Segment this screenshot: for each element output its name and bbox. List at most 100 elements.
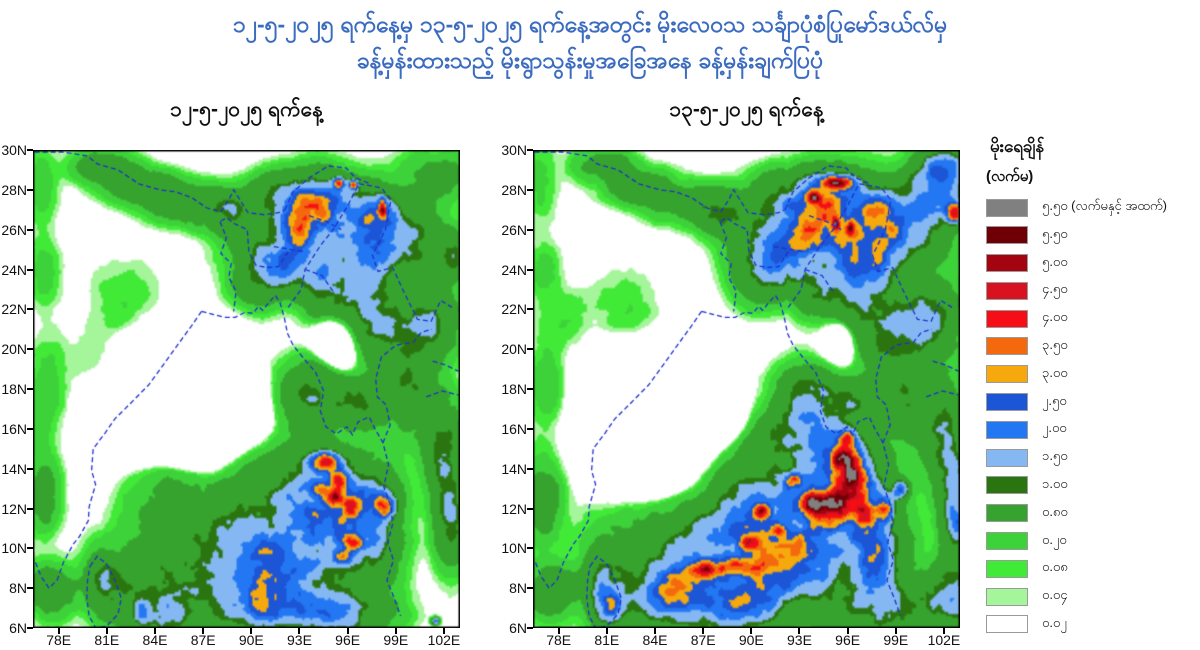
lon-axis-tick (105, 628, 108, 634)
legend-unit-label: (လက်မ) (986, 168, 1034, 185)
legend-color-swatch (986, 254, 1028, 273)
lon-axis-tick (346, 628, 349, 634)
legend-value-label: ၅.၅၀ (လက်မနှင့် အထက်) (1042, 198, 1167, 213)
legend-row: ၂.၀၀ (986, 420, 1198, 439)
lat-axis-tick (527, 507, 533, 510)
lat-axis-tick (527, 547, 533, 550)
legend-row: ၀.၀၂ (986, 614, 1198, 634)
lon-axis-tick (202, 628, 205, 634)
legend-row: ၀.၀၈ (986, 559, 1198, 578)
lon-axis-tick (394, 628, 397, 634)
lat-axis-tick (27, 627, 33, 629)
lat-axis-label: 12N (1, 500, 27, 517)
lat-axis-tick (27, 348, 33, 351)
lat-axis-tick (27, 388, 33, 390)
lat-axis-tick (527, 348, 533, 351)
lon-axis-label: 81E (94, 632, 120, 648)
lon-axis-label: 96E (835, 632, 861, 648)
main-title-line1: ၁၂-၅-၂၀၂၅ ရက်နေ့မှ ၁၃-၅-၂၀၂၅ ရက်နေ့အတွင်… (232, 11, 948, 37)
lon-axis-label: 78E (46, 632, 72, 648)
lon-axis-label: 99E (383, 632, 409, 648)
lon-axis-tick (942, 628, 945, 634)
lon-axis-label: 81E (594, 632, 620, 648)
legend-color-swatch (986, 448, 1028, 467)
lon-axis-tick (442, 628, 445, 634)
lon-axis-tick (557, 628, 560, 634)
lat-axis-tick (27, 188, 33, 191)
legend-value-label: ၁.၅၀ (1042, 448, 1068, 464)
rainfall-map-panel-2: 30N 28N 26N 24N 22N 20N 18N 16N 14N 12N 10N 8N 6N 78E… (501, 142, 960, 648)
legend-title: မိုးရေချိန် (990, 137, 1045, 156)
lat-axis-label: 28N (1, 181, 27, 198)
lat-axis-label: 10N (501, 540, 527, 557)
legend-color-swatch (986, 559, 1028, 578)
legend-rows: ၅.၅၀ (လက်မနှင့် အထက်) ၅.၅၀ ၅.၀၀ ၄.၅၀ ၄.၀၀ ၃.၅… (986, 198, 1198, 634)
lon-axis-label: 102E (427, 632, 461, 648)
lat-axis-label: 8N (9, 580, 27, 597)
legend-color-swatch (986, 532, 1028, 551)
lat-axis-label: 6N (509, 620, 527, 636)
lon-axis-label: 78E (546, 632, 572, 648)
lat-axis-label: 26N (501, 221, 527, 238)
lat-axis-tick (27, 427, 33, 430)
legend-value-label: ၃.၅၀ (1042, 336, 1068, 352)
legend-value-label: ၁.၀၀ (1042, 475, 1068, 491)
legend-color-swatch (986, 198, 1028, 217)
lat-axis-label: 20N (1, 341, 27, 358)
legend-row: ၃.၅၀ (986, 336, 1198, 356)
lon-axis-label: 84E (142, 632, 168, 648)
lat-axis-label: 16N (501, 420, 527, 437)
lat-axis-label: 12N (501, 500, 527, 517)
legend-row: ၀.၈၀ (986, 503, 1198, 523)
lat-axis-label: 30N (1, 142, 27, 158)
lat-axis-label: 14N (501, 460, 527, 477)
lat-axis-label: 30N (501, 142, 527, 158)
legend-color-swatch (986, 393, 1028, 412)
lat-axis-tick (27, 308, 33, 311)
legend-value-label: ၄.၀၀ (1042, 309, 1068, 325)
lon-axis-label: 87E (690, 632, 716, 648)
lon-axis-label: 90E (738, 632, 764, 648)
lat-axis-tick (527, 388, 533, 390)
legend-row: ၅.၅၀ (986, 226, 1198, 245)
lon-axis-tick (154, 628, 156, 634)
lat-axis-tick (527, 228, 533, 231)
lat-axis-label: 16N (1, 420, 27, 437)
panel-title-left-date: ၁၂-၅-၂၀၂၅ ရက်နေ့ (170, 98, 323, 121)
legend-value-label: ၄.၅၀ (1042, 281, 1068, 297)
lat-axis-label: 24N (1, 261, 27, 278)
legend-value-label: ၀.၀၄ (1042, 587, 1068, 603)
legend-row: ၀.၂၀ (986, 531, 1198, 551)
rainfall-map-panel-1: 30N 28N 26N 24N 22N 20N 18N 16N 14N 12N 10N 8N 6N 78E… (1, 142, 460, 648)
lon-axis-label: 102E (927, 632, 961, 648)
lat-axis-label: 18N (501, 381, 527, 397)
legend-value-label: ၂.၅၀ (1042, 392, 1067, 408)
lat-axis-tick (527, 587, 533, 590)
lat-axis-label: 6N (9, 620, 27, 636)
rainfall-map-canvas-1 (33, 150, 460, 628)
lon-axis-label: 96E (335, 632, 361, 648)
legend-value-label: ၀.၂၀ (1042, 531, 1067, 547)
lon-axis-tick (702, 628, 705, 634)
legend-row: ၀.၀၄ (986, 587, 1198, 606)
lon-axis-label: 90E (238, 632, 264, 648)
lon-axis-tick (894, 628, 897, 634)
lat-axis-label: 10N (1, 540, 27, 557)
legend-value-label: ၃.၀၀ (1042, 364, 1068, 380)
lat-axis-label: 24N (501, 261, 527, 278)
lon-axis-tick (798, 628, 801, 634)
lon-axis-tick (846, 628, 849, 634)
lat-axis-label: 14N (1, 460, 27, 477)
legend-value-label: ၀.၈၀ (1042, 503, 1068, 519)
legend-row: ၂.၅၀ (986, 392, 1198, 412)
legend-value-label: ၀.၀၈ (1042, 559, 1068, 575)
legend-value-label: ၀.၀၂ (1042, 614, 1067, 630)
lat-axis-label: 28N (501, 181, 527, 198)
lon-axis-tick (298, 628, 301, 634)
lat-axis-tick (527, 188, 533, 191)
lat-axis-tick (527, 149, 533, 151)
lon-axis-label: 87E (190, 632, 216, 648)
panel-title-right-date: ၁၃-၅-၂၀၂၅ ရက်နေ့ (669, 98, 824, 121)
legend-row: ၁.၅၀ (986, 448, 1198, 467)
